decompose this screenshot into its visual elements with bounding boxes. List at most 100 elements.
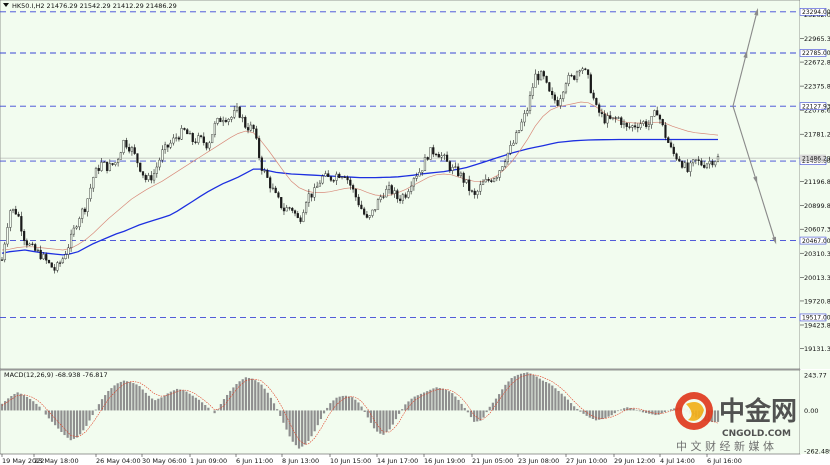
candle-body (656, 110, 659, 116)
moving-average-200 (1, 138, 718, 256)
candle-body (476, 191, 479, 195)
candle-body (473, 190, 476, 195)
candle-body (72, 227, 75, 235)
candle-body (310, 193, 313, 198)
candle-body (340, 176, 344, 178)
candle-body (689, 162, 692, 172)
candle-body (94, 167, 98, 178)
candle-body (553, 94, 556, 101)
candle-body (351, 185, 355, 190)
projection-arrow-up[interactable] (732, 11, 758, 107)
candle-body (647, 124, 650, 127)
candle-body (404, 194, 407, 198)
candle-body (451, 167, 454, 171)
candle-body (415, 175, 418, 179)
candle-body (667, 137, 670, 143)
level-badge (799, 49, 827, 57)
collapse-triangle-icon[interactable] (3, 3, 9, 7)
candle-body (481, 181, 485, 186)
candle-body (28, 243, 31, 246)
candle-body (205, 142, 208, 149)
candle-body (139, 162, 142, 172)
candle-body (39, 249, 42, 260)
candle-body (611, 117, 615, 119)
candle-body (327, 173, 330, 177)
price-tick-label: 22078.60 (804, 107, 830, 115)
candle-body (371, 209, 374, 216)
candle-body (664, 124, 667, 138)
candle-body (418, 172, 421, 177)
candle-body (526, 110, 529, 114)
candle-body (600, 112, 603, 115)
time-tick-label: 23 May 18:00 (34, 457, 79, 465)
time-tick-label: 21 Jun 05:00 (472, 457, 513, 465)
candle-body (357, 196, 360, 206)
candle-body (445, 154, 449, 162)
candle-body (432, 147, 435, 155)
candle-body (313, 187, 316, 198)
price-axis: 23262.0022965.3022672.8022375.8022078.60… (799, 0, 830, 369)
candle-body (625, 122, 628, 127)
candle-body (368, 215, 371, 218)
candle-body (277, 192, 280, 198)
candle-body (133, 147, 136, 154)
brand-tagline: 中 文 财 经 新 媒 体 (676, 439, 774, 453)
candle-body (363, 208, 366, 215)
brand-watermark: 中金网 CNGOLD.COM 中 文 财 经 新 媒 体 (675, 392, 797, 453)
candle-body (562, 91, 565, 99)
candle-body (119, 152, 122, 160)
candle-body (387, 185, 391, 190)
candle-body (141, 171, 145, 176)
time-tick-label: 6 Jul 16:00 (707, 457, 742, 465)
candle-body (9, 210, 12, 228)
candle-body (224, 120, 228, 122)
time-tick-label: 1 Jun 09:00 (190, 457, 227, 465)
candle-body (534, 73, 537, 88)
candle-body (252, 124, 255, 130)
candle-body (235, 106, 239, 111)
candle-body (161, 149, 164, 161)
price-tick-label: 22375.80 (804, 83, 830, 91)
projection-arrows[interactable] (732, 7, 777, 245)
candle-body (531, 87, 534, 96)
candle-body (650, 116, 653, 125)
candle-body (244, 116, 247, 128)
projection-arrow-down[interactable] (732, 106, 776, 241)
candle-body (584, 68, 587, 70)
time-tick-label: 4 Jul 14:00 (660, 457, 695, 465)
candle-body (307, 193, 310, 203)
candle-body (288, 207, 291, 209)
horizontal-levels[interactable] (0, 11, 800, 318)
arrowhead-icon (743, 50, 748, 59)
candle-body (501, 166, 504, 171)
candle-body (293, 210, 297, 214)
candle-body (0, 259, 4, 261)
time-tick-label: 19 May 2022 (2, 457, 44, 465)
candle-body (379, 196, 382, 200)
candle-body (675, 153, 678, 160)
candle-body (434, 153, 438, 156)
candle-body (164, 144, 167, 150)
candle-body (50, 262, 53, 268)
candle-body (282, 207, 286, 212)
candle-body (222, 120, 225, 123)
price-tick-label: 19423.80 (804, 321, 830, 329)
candle-body (230, 117, 233, 120)
candle-body (711, 160, 714, 166)
candle-body (34, 244, 37, 251)
arrowhead-icon (754, 7, 759, 16)
candle-body (175, 137, 178, 139)
macd-title: MACD(12,26,9) -68.938 -76.817 (4, 371, 108, 379)
candle-body (111, 163, 114, 165)
candle-body (180, 128, 183, 140)
time-tick-label: 8 Jun 13:00 (282, 457, 319, 465)
candle-body (672, 146, 675, 154)
candle-body (23, 231, 26, 241)
candle-body (487, 179, 490, 181)
candle-body (617, 117, 620, 119)
candle-body (645, 121, 648, 127)
candle-body (86, 198, 89, 212)
candle-body (559, 98, 562, 106)
